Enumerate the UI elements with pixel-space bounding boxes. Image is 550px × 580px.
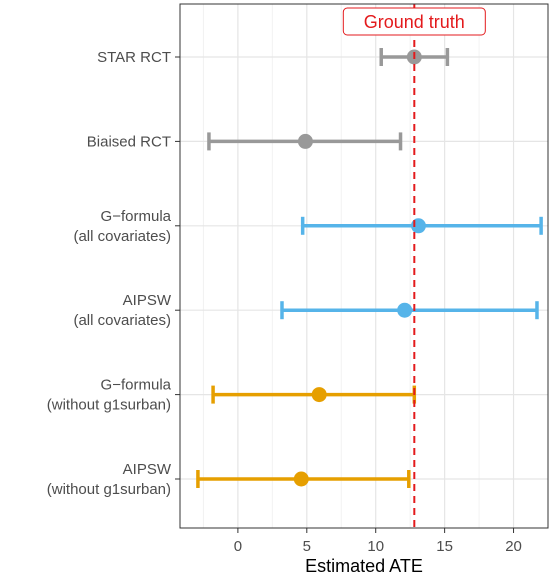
error-bars bbox=[196, 48, 543, 488]
estimate-row bbox=[207, 132, 403, 151]
x-axis: 0 5 10 15 20 bbox=[234, 528, 522, 555]
reference-line-group: Ground truth bbox=[342, 4, 486, 528]
ground-truth-label: Ground truth bbox=[364, 12, 465, 32]
category-label: STAR RCT bbox=[97, 49, 171, 66]
x-tick-label: 0 bbox=[234, 538, 242, 555]
x-tick-label: 5 bbox=[303, 538, 311, 555]
point-estimate bbox=[297, 133, 313, 149]
y-axis: STAR RCT Biaised RCT G−formula (all covaria… bbox=[47, 49, 180, 498]
category-label: (all covariates) bbox=[73, 312, 171, 329]
panel-border bbox=[179, 3, 549, 529]
x-axis-title: Estimated ATE bbox=[305, 556, 423, 576]
point-estimate bbox=[311, 387, 327, 403]
category-label: (without g1surban) bbox=[47, 397, 171, 414]
category-label: G−formula bbox=[101, 208, 172, 225]
category-label: (all covariates) bbox=[73, 228, 171, 245]
estimate-row bbox=[196, 470, 411, 488]
category-label: Biaised RCT bbox=[87, 133, 171, 150]
x-tick-label: 10 bbox=[367, 538, 384, 555]
point-estimate bbox=[410, 218, 426, 234]
point-estimate bbox=[397, 302, 413, 318]
category-label: G−formula bbox=[101, 377, 172, 394]
ground-truth-label-box bbox=[342, 7, 486, 36]
x-tick-label: 20 bbox=[505, 538, 522, 555]
point-estimate bbox=[293, 471, 309, 487]
category-label: (without g1surban) bbox=[47, 481, 171, 498]
category-label: AIPSW bbox=[123, 461, 172, 478]
x-tick-label: 15 bbox=[436, 538, 453, 555]
category-label: AIPSW bbox=[123, 292, 172, 309]
estimate-row bbox=[280, 301, 539, 320]
